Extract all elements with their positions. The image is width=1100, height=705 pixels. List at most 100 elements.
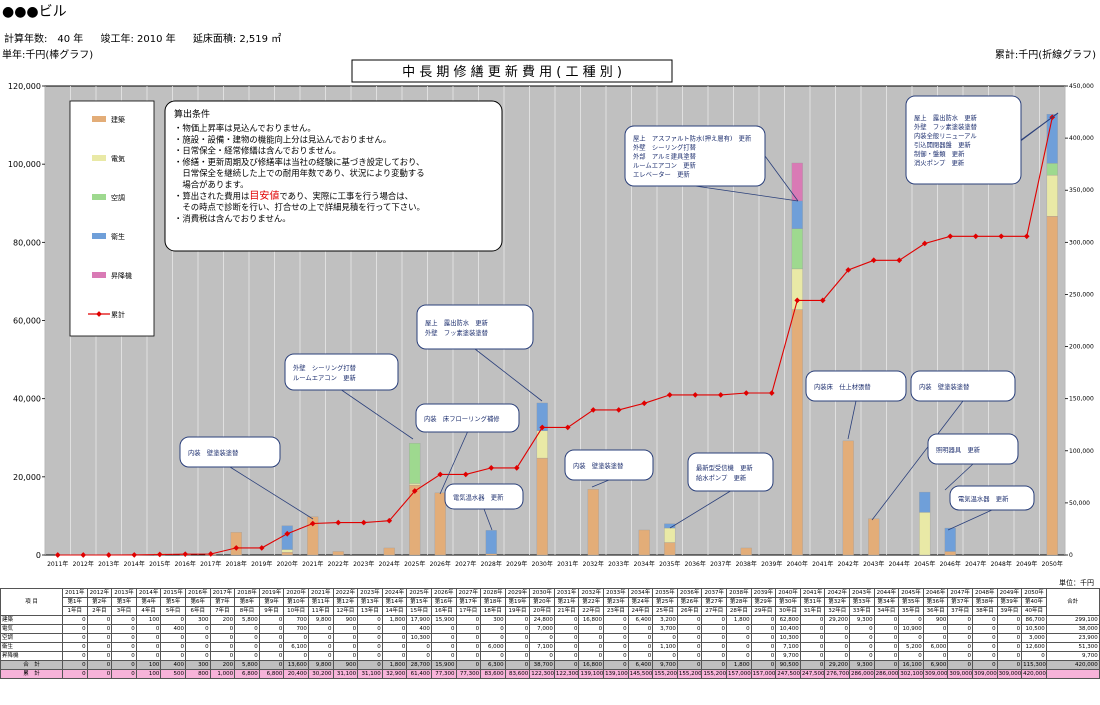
- table-cell: 0: [799, 642, 826, 652]
- table-cell: 15,900: [430, 660, 457, 670]
- callout-box: [444, 483, 524, 510]
- y2-tick-label: 50,000: [1069, 500, 1090, 507]
- cumulative-point: [80, 552, 87, 558]
- table-cell: 0: [799, 651, 826, 661]
- table-cell: 0: [357, 651, 383, 661]
- cumulative-point: [539, 424, 546, 431]
- x-tick-label: 2024年: [379, 560, 400, 568]
- table-cell: 0: [553, 660, 580, 670]
- nth-year-header: 16年目: [430, 606, 457, 616]
- year-header: 2045年: [898, 588, 924, 598]
- callout-text: 電気温水器 更新: [958, 494, 1009, 503]
- period-header: 第8年: [234, 597, 260, 607]
- year-header: 2016年: [184, 588, 211, 598]
- table-cell: 309,000: [922, 669, 949, 679]
- table-cell: 200: [209, 660, 236, 670]
- nth-year-header: 23年目: [603, 606, 629, 616]
- table-cell: 9,700: [652, 660, 678, 670]
- x-tick-label: 2028年: [481, 560, 502, 568]
- row-total: 9,700: [1045, 651, 1100, 661]
- table-cell: 0: [307, 642, 334, 652]
- table-cell: 0: [160, 615, 186, 625]
- table-cell: 6,800: [234, 669, 260, 679]
- row-label: 昇降機: [0, 651, 63, 661]
- table-cell: 0: [603, 642, 629, 652]
- x-tick-label: 2019年: [251, 560, 272, 568]
- table-cell: 0: [603, 660, 629, 670]
- y2-tick-label: 250,000: [1069, 291, 1094, 298]
- table-cell: 0: [578, 651, 605, 661]
- table-cell: 77,300: [455, 669, 482, 679]
- cumulative-point: [488, 465, 495, 471]
- table-cell: 309,000: [947, 669, 973, 679]
- table-cell: 0: [1021, 651, 1047, 661]
- table-cell: 0: [824, 651, 850, 661]
- year-header: 2020年: [283, 588, 309, 598]
- table-cell: 0: [947, 642, 973, 652]
- table-cell: 0: [307, 633, 334, 643]
- table-cell: 0: [971, 615, 998, 625]
- callout-box: [927, 433, 1019, 465]
- bar-電気: [536, 430, 548, 459]
- cumulative-point: [386, 517, 393, 524]
- period-header: 第38年: [971, 597, 998, 607]
- table-row: 建築 0 0 0 100 0 300 200 5,800 0 700 9,800 900 0 1,800 17…: [0, 615, 1100, 625]
- table-cell: 0: [258, 642, 285, 652]
- y2-tick-label: 0: [1069, 552, 1073, 559]
- table-cell: 6,100: [283, 642, 309, 652]
- table-cell: 0: [873, 660, 900, 670]
- table-cell: 700: [283, 624, 309, 634]
- table-cell: 31,100: [357, 669, 383, 679]
- table-cell: 100: [135, 615, 162, 625]
- x-tick-label: 2033年: [608, 560, 629, 568]
- bar-建築: [944, 551, 956, 556]
- period-header: 第6年: [184, 597, 211, 607]
- table-cell: 0: [381, 624, 408, 634]
- cumulative-point: [207, 551, 214, 557]
- y-tick-label: 60,000: [13, 317, 41, 326]
- conditions-line: その時点で診断を行い、打合せの上で詳細見積を行って下さい。: [174, 202, 425, 212]
- nth-year-header: 20年目: [529, 606, 555, 616]
- period-header: 第5年: [160, 597, 186, 607]
- callout-text: ルームエアコン 更新: [633, 161, 696, 170]
- legend-swatch: [92, 233, 106, 239]
- period-header: 第9年: [258, 597, 285, 607]
- table-cell: 0: [430, 624, 457, 634]
- year-header: 2050年: [1021, 588, 1047, 598]
- callout-text: 内装 壁塗装塗替: [188, 448, 239, 457]
- x-tick-label: 2018年: [226, 560, 247, 568]
- table-cell: 155,200: [676, 669, 703, 679]
- table-cell: 0: [381, 642, 408, 652]
- table-cell: 900: [922, 615, 949, 625]
- table-cell: 0: [357, 615, 383, 625]
- period-header: 第31年: [799, 597, 826, 607]
- building-info: 計算年数: 40 年 竣工年: 2010 年 延床面積: 2,519 ㎡: [4, 30, 295, 45]
- table-cell: 5,800: [234, 660, 260, 670]
- x-tick-label: 2013年: [98, 560, 119, 568]
- table-cell: 0: [947, 633, 973, 643]
- y2-tick-label: 450,000: [1069, 83, 1094, 90]
- table-cell: 0: [430, 642, 457, 652]
- period-header: 第32年: [824, 597, 850, 607]
- callout-box: [949, 485, 1035, 511]
- table-cell: 6,400: [627, 660, 654, 670]
- period-header: 第4年: [135, 597, 162, 607]
- table-cell: 1,800: [381, 660, 408, 670]
- bar-衛生: [919, 491, 931, 513]
- period-header: 第21年: [553, 597, 580, 607]
- bar-電気: [1046, 174, 1058, 217]
- table-cell: 0: [947, 660, 973, 670]
- period-header: 第17年: [455, 597, 482, 607]
- year-header: 2032年: [578, 588, 605, 598]
- table-cell: 0: [799, 615, 826, 625]
- table-cell: 900: [332, 660, 359, 670]
- callout-text: 屋上 アスファルト防水(押え層有) 更新: [633, 134, 752, 143]
- table-cell: 0: [86, 651, 113, 661]
- nth-year-header: 28年目: [726, 606, 752, 616]
- nth-year-header: 29年目: [750, 606, 777, 616]
- table-cell: 0: [873, 651, 900, 661]
- table-cell: 1,800: [381, 615, 408, 625]
- table-cell: 286,000: [873, 669, 900, 679]
- table-cell: 0: [258, 624, 285, 634]
- nth-year-header: 12年目: [332, 606, 359, 616]
